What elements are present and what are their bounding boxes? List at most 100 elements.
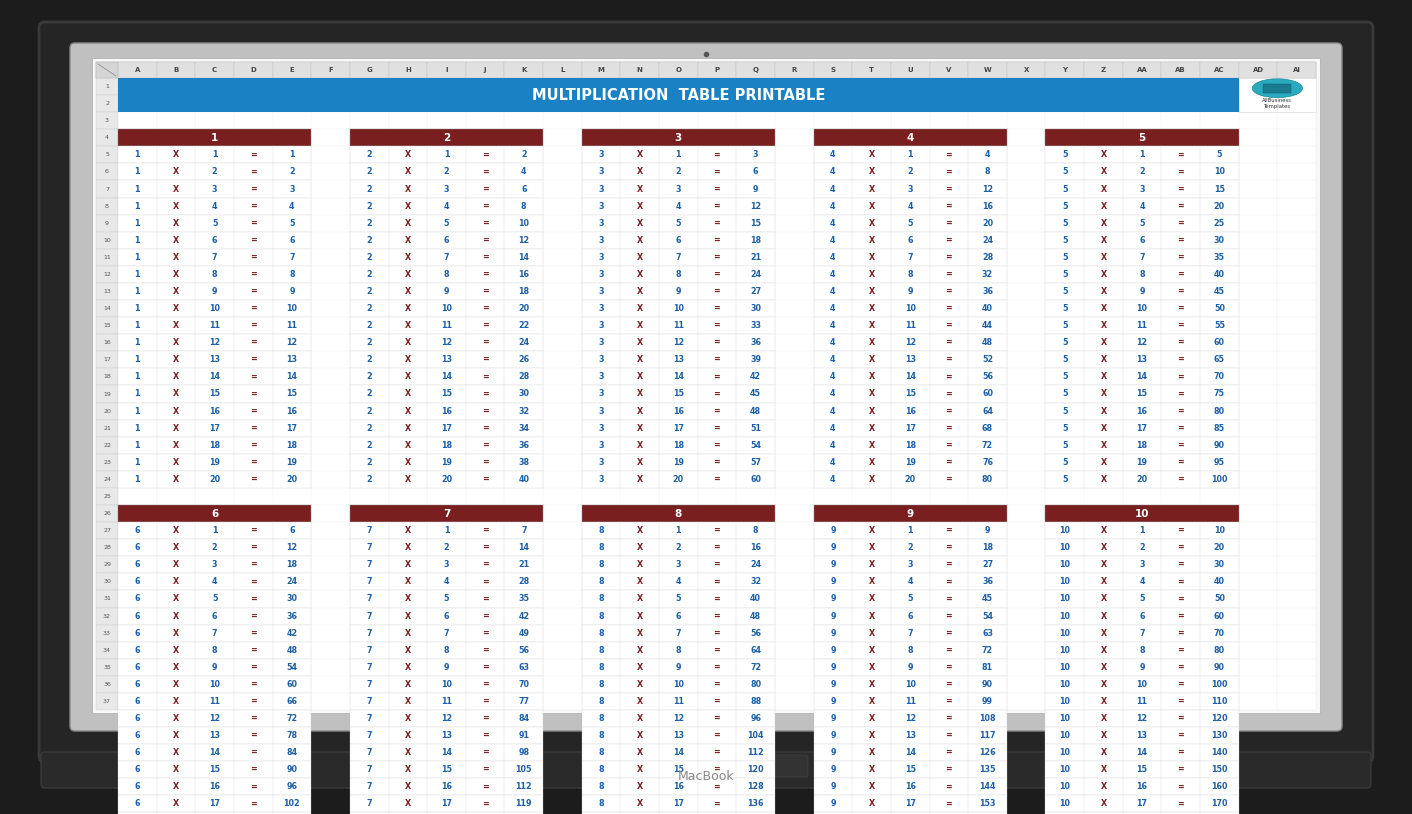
Text: X: X	[405, 646, 411, 654]
Text: 26: 26	[518, 356, 530, 365]
Text: X: X	[405, 373, 411, 382]
Bar	[813, 590, 1007, 607]
Text: 70: 70	[1214, 628, 1224, 637]
Text: =: =	[481, 304, 489, 313]
Bar	[350, 369, 544, 386]
Text: MacBook: MacBook	[678, 769, 734, 782]
Text: 23: 23	[103, 460, 112, 465]
Text: X: X	[172, 339, 179, 348]
Text: 12: 12	[981, 185, 993, 194]
Text: X: X	[1100, 151, 1107, 160]
Text: 10: 10	[518, 219, 530, 228]
Text: 7: 7	[1139, 253, 1145, 262]
Text: 2: 2	[366, 151, 371, 160]
Text: =: =	[946, 270, 952, 279]
Bar	[119, 232, 311, 249]
Text: 80: 80	[750, 680, 761, 689]
Bar	[119, 369, 311, 386]
Text: 16: 16	[441, 406, 452, 416]
Text: 6: 6	[210, 509, 219, 519]
Text: 12: 12	[672, 714, 683, 723]
Text: 60: 60	[287, 680, 298, 689]
Text: 128: 128	[747, 782, 764, 791]
Bar	[96, 659, 119, 676]
Text: 10: 10	[674, 680, 683, 689]
Text: X: X	[637, 304, 642, 313]
Text: =: =	[250, 782, 257, 791]
Bar	[544, 62, 582, 78]
Text: 10: 10	[905, 680, 916, 689]
Bar	[350, 453, 544, 470]
Text: 8: 8	[599, 560, 604, 569]
Text: X: X	[1100, 526, 1107, 535]
Text: 1: 1	[1139, 151, 1145, 160]
Text: 14: 14	[1137, 373, 1148, 382]
Bar	[1045, 62, 1084, 78]
Text: =: =	[250, 202, 257, 211]
Text: 4: 4	[830, 270, 836, 279]
Bar	[1045, 710, 1238, 727]
Text: X: X	[868, 748, 874, 757]
Text: 27: 27	[750, 287, 761, 296]
Bar	[1045, 641, 1238, 659]
Bar	[1045, 164, 1238, 181]
Bar	[813, 505, 1007, 522]
Text: 7: 7	[367, 646, 371, 654]
Text: 25: 25	[103, 494, 112, 499]
Bar	[350, 181, 544, 198]
Text: 5: 5	[1217, 151, 1223, 160]
Text: 119: 119	[515, 799, 532, 808]
Text: 3: 3	[675, 560, 681, 569]
Text: =: =	[481, 457, 489, 466]
Text: X: X	[172, 356, 179, 365]
Text: X: X	[405, 560, 411, 569]
Bar	[582, 693, 775, 710]
Text: 20: 20	[287, 475, 298, 484]
Text: 13: 13	[905, 356, 916, 365]
Text: X: X	[868, 440, 874, 450]
Text: =: =	[1178, 390, 1185, 399]
Bar	[813, 522, 1007, 539]
Text: =: =	[946, 646, 952, 654]
Text: 14: 14	[905, 748, 916, 757]
Text: =: =	[250, 304, 257, 313]
Bar	[119, 590, 311, 607]
Bar	[350, 795, 544, 812]
Bar	[582, 607, 775, 624]
Text: =: =	[713, 202, 720, 211]
Text: 1: 1	[675, 526, 681, 535]
Text: 17: 17	[1137, 423, 1148, 433]
Text: X: X	[868, 697, 874, 706]
Text: 10: 10	[209, 680, 220, 689]
Bar	[234, 62, 273, 78]
Text: =: =	[946, 219, 952, 228]
Text: N: N	[637, 67, 642, 73]
Text: 8: 8	[599, 594, 604, 603]
Text: 2: 2	[366, 390, 371, 399]
Text: 16: 16	[209, 782, 220, 791]
Text: X: X	[172, 236, 179, 245]
Text: 60: 60	[1214, 339, 1224, 348]
Text: X: X	[405, 270, 411, 279]
Bar	[350, 607, 544, 624]
Bar	[119, 403, 311, 420]
Bar	[350, 676, 544, 693]
Text: 15: 15	[1214, 185, 1224, 194]
Text: 26: 26	[103, 511, 112, 516]
Text: 78: 78	[287, 731, 298, 740]
Text: X: X	[637, 339, 642, 348]
Text: X: X	[405, 406, 411, 416]
Bar	[582, 505, 775, 522]
Text: X: X	[405, 611, 411, 620]
Bar	[96, 539, 119, 556]
Text: 6: 6	[134, 799, 140, 808]
Text: 98: 98	[518, 748, 530, 757]
Text: 136: 136	[747, 799, 764, 808]
Bar	[350, 198, 544, 215]
Text: 8: 8	[289, 270, 295, 279]
Bar	[1045, 436, 1238, 453]
Text: =: =	[481, 714, 489, 723]
Bar	[1045, 761, 1238, 778]
Text: X: X	[172, 202, 179, 211]
Text: 9: 9	[1139, 663, 1145, 672]
